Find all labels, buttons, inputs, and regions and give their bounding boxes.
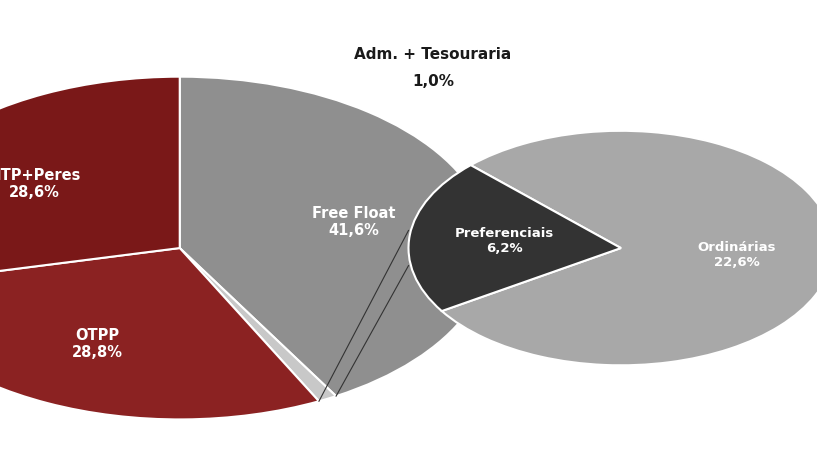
Text: OTPP
28,8%: OTPP 28,8% xyxy=(72,328,123,360)
Text: Adm. + Tesouraria: Adm. + Tesouraria xyxy=(355,46,511,62)
Wedge shape xyxy=(442,131,817,365)
Wedge shape xyxy=(0,248,319,419)
Wedge shape xyxy=(180,248,336,401)
Text: MTP+Peres
28,6%: MTP+Peres 28,6% xyxy=(0,168,81,200)
Wedge shape xyxy=(180,77,490,396)
Wedge shape xyxy=(0,77,180,286)
Wedge shape xyxy=(408,165,621,311)
Text: Ordinárias
22,6%: Ordinárias 22,6% xyxy=(698,241,776,269)
Text: Preferenciais
6,2%: Preferenciais 6,2% xyxy=(455,227,555,255)
Text: Free Float
41,6%: Free Float 41,6% xyxy=(312,206,395,238)
Text: 1,0%: 1,0% xyxy=(412,74,454,89)
